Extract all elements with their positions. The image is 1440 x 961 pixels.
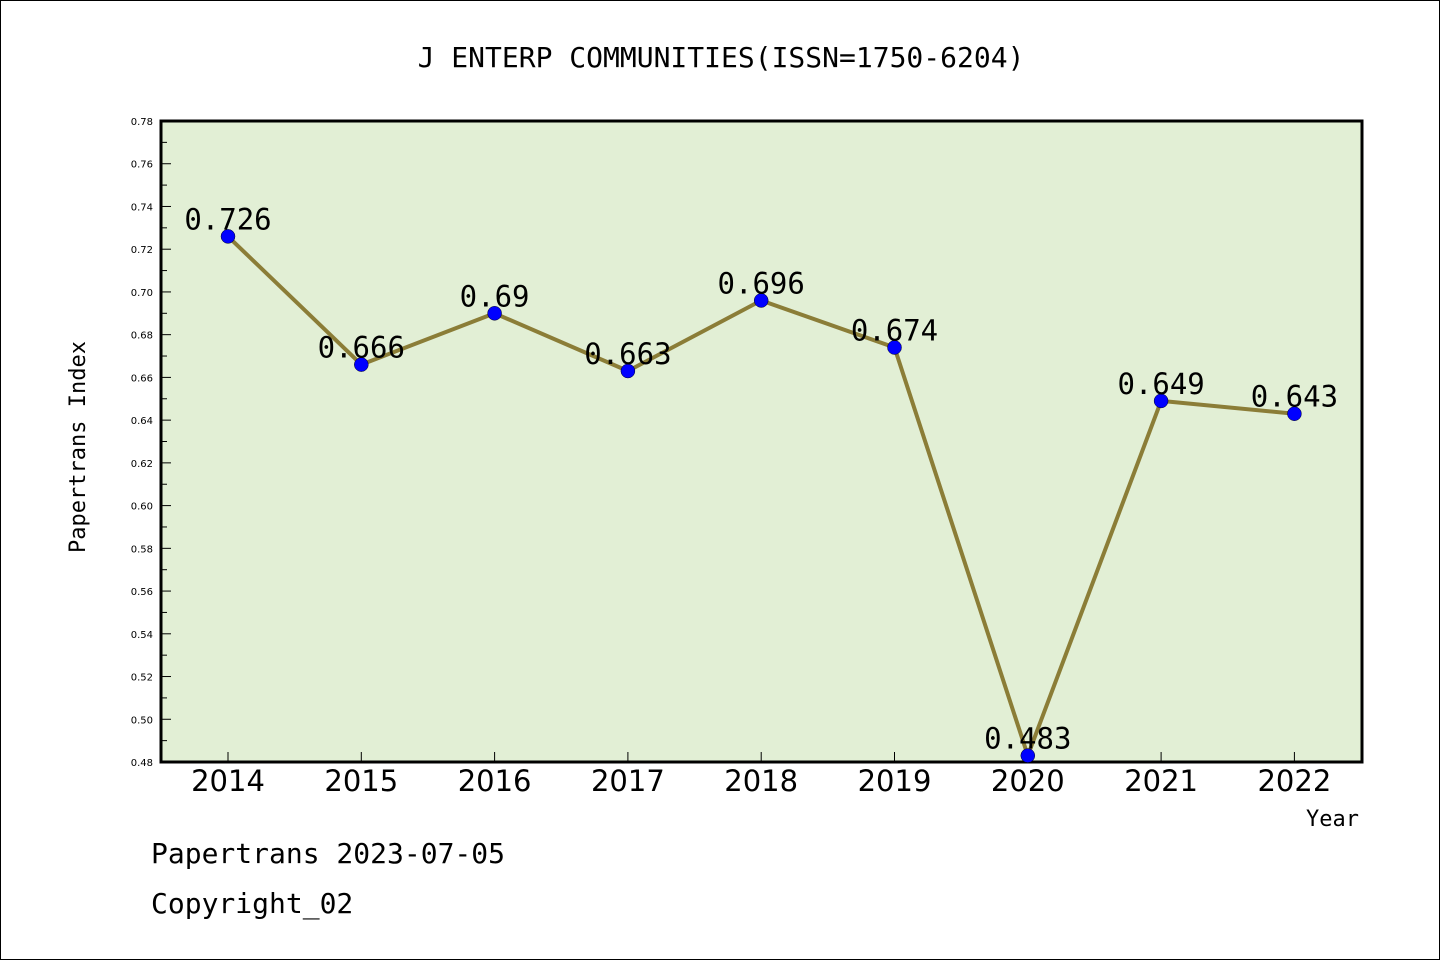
y-tick-label: 0.78	[131, 117, 153, 128]
y-axis-title: Papertrans Index	[66, 341, 91, 553]
y-tick-label: 0.58	[131, 544, 153, 555]
data-point	[753, 293, 769, 308]
data-point	[1287, 406, 1302, 421]
data-labels: 0.726 0.666 0.69 0.663 0.696 0.674 0.483 0.649 0…	[184, 202, 1338, 755]
data-label: 0.666	[318, 331, 405, 365]
data-label: 0.643	[1251, 380, 1338, 414]
chart-title: J ENTERP COMMUNITIES(ISSN=1750-6204)	[418, 41, 1025, 74]
y-tick-label: 0.72	[131, 245, 153, 256]
y-tick-label: 0.50	[131, 715, 153, 726]
footer-copyright: Copyright_02	[151, 887, 354, 920]
data-label: 0.483	[984, 722, 1071, 756]
data-point	[1020, 748, 1036, 763]
data-label: 0.696	[718, 266, 805, 300]
data-point	[354, 357, 369, 372]
data-point	[620, 363, 636, 379]
y-tick-label: 0.66	[131, 373, 153, 384]
x-tick-label: 2017	[591, 764, 665, 798]
data-label: 0.726	[184, 202, 271, 236]
y-tick-label: 0.52	[131, 673, 153, 684]
x-axis-title: Year	[1306, 807, 1359, 832]
x-tick-label: 2014	[191, 764, 265, 798]
y-tick-label: 0.62	[131, 459, 153, 470]
y-tick-label: 0.70	[131, 288, 153, 299]
x-axis: 2014 2015 2016 2017 2018 2019 2020 2021 2022	[191, 752, 1331, 798]
x-tick-label: 2020	[991, 764, 1065, 798]
x-tick-label: 2016	[458, 764, 532, 798]
x-tick-label: 2018	[724, 764, 798, 798]
data-point	[487, 306, 502, 321]
y-tick-label: 0.56	[131, 587, 153, 598]
y-axis: 0.48 0.50 0.52 0.54 0.56 0.58 0.60 0.62 0.64 0.66…	[131, 117, 171, 769]
y-tick-label: 0.60	[131, 502, 153, 513]
data-label: 0.663	[584, 337, 671, 371]
data-point	[887, 340, 902, 355]
y-tick-label: 0.54	[131, 630, 153, 641]
plot-area	[159, 119, 1364, 764]
y-tick-label: 0.68	[131, 331, 153, 342]
footer-date: Papertrans 2023-07-05	[151, 837, 506, 870]
series-layer	[220, 229, 1302, 763]
data-label: 0.69	[460, 279, 530, 313]
x-tick-label: 2021	[1124, 764, 1198, 798]
y-tick-label: 0.64	[131, 416, 153, 427]
data-label: 0.674	[851, 313, 938, 347]
y-tick-label: 0.74	[131, 202, 153, 213]
x-tick-label: 2015	[324, 764, 398, 798]
data-label: 0.649	[1117, 367, 1204, 401]
y-tick-label: 0.76	[131, 160, 153, 171]
data-point	[220, 229, 236, 244]
data-point	[1153, 393, 1169, 409]
y-tick-label: 0.48	[131, 758, 153, 769]
x-tick-label: 2019	[858, 764, 932, 798]
x-tick-label: 2022	[1257, 764, 1331, 798]
